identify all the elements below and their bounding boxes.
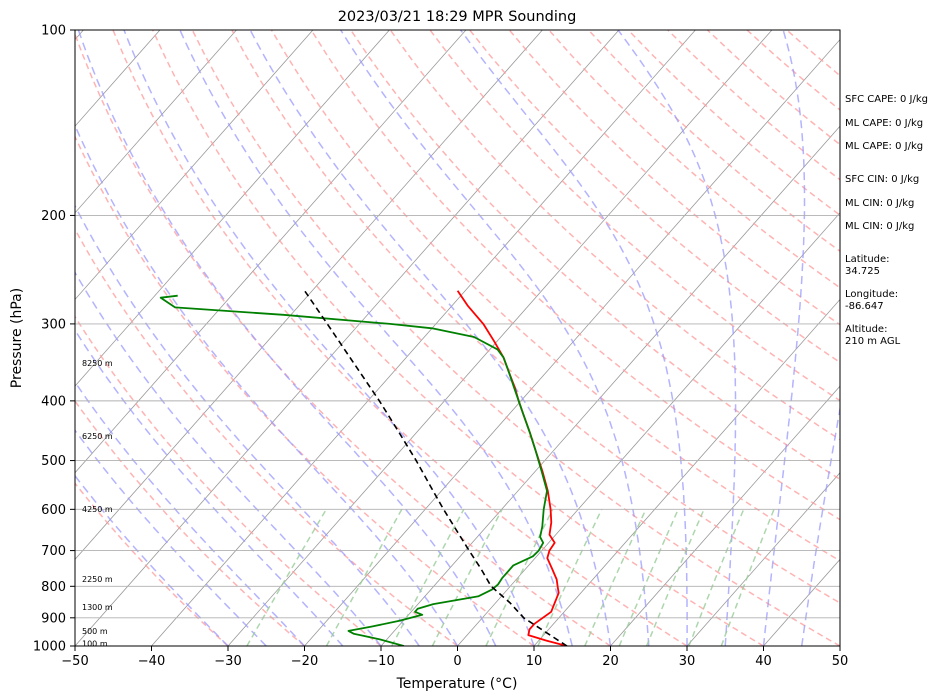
ml-cape-text-2: ML CAPE: 0 J/kg [845, 141, 923, 152]
x-axis-ticks: −50 −40 −30 −20 −10 0 10 20 30 40 50 [61, 646, 848, 669]
dry-adiabat-line [389, 30, 840, 441]
y-tick-label: 700 [41, 544, 66, 559]
dry-adiabat-line [75, 32, 611, 646]
ml-cin-text: ML CIN: 0 J/kg [845, 198, 914, 209]
y-tick-label: 800 [41, 580, 66, 595]
dry-adiabat-line [429, 30, 840, 402]
y-tick-label: 600 [41, 503, 66, 518]
moist-adiabat-line [75, 204, 420, 646]
sfc-cin-text: SFC CIN: 0 J/kg [845, 174, 919, 185]
isotherm-line [380, 125, 840, 646]
moist-adiabat-line [459, 30, 688, 646]
y-tick-label: 500 [41, 454, 66, 469]
chart-title: 2023/03/21 18:29 MPR Sounding [338, 9, 577, 25]
altitude-label: Altitude: [845, 324, 887, 335]
height-label: 2250 m [82, 575, 113, 584]
mixing-ratio-line [485, 508, 554, 646]
moist-adiabat-line [75, 328, 344, 646]
x-tick-label: −10 [367, 654, 394, 669]
dry-adiabat-line [75, 399, 305, 646]
height-label: 500 m [82, 627, 108, 636]
dry-adiabat-line [112, 30, 688, 646]
isotherm-line [75, 30, 314, 301]
ml-cin-text-2: ML CIN: 0 J/kg [845, 221, 914, 232]
isotherm-line [227, 30, 773, 646]
longitude-value: -86.647 [845, 301, 884, 312]
moist-adiabat-line [123, 30, 535, 646]
height-labels: 100 m 500 m 1300 m 2250 m 4250 m 6250 m 8250 m [82, 359, 113, 648]
height-label: 6250 m [82, 432, 113, 441]
x-tick-label: −20 [291, 654, 318, 669]
isotherm-line [610, 385, 840, 646]
dry-adiabat-line [75, 227, 458, 646]
isotherm-line [75, 30, 543, 560]
mixing-ratio-line [246, 508, 327, 646]
y-tick-label: 400 [41, 394, 66, 409]
altitude-value: 210 m AGL [845, 336, 901, 347]
sfc-cape-text: SFC CAPE: 0 J/kg [845, 94, 928, 105]
x-tick-label: 20 [602, 654, 619, 669]
moist-adiabat-line [77, 30, 497, 646]
isotherm-line [533, 298, 840, 646]
sounding-profiles [159, 290, 568, 646]
dry-adiabat-line [152, 30, 764, 646]
moist-adiabat-line [617, 30, 737, 646]
x-axis-label: Temperature (°C) [396, 676, 518, 692]
dewpoint-line [159, 294, 548, 646]
height-label: 1300 m [82, 603, 113, 612]
mixing-ratio-line [391, 508, 465, 646]
height-label: 100 m [82, 639, 108, 648]
height-label: 8250 m [82, 359, 113, 368]
x-tick-label: 10 [526, 654, 543, 669]
dry-adiabat-line [191, 30, 840, 646]
dry-adiabat-line [469, 30, 840, 364]
dry-adiabat-line [270, 30, 840, 562]
y-tick-label: 100 [41, 24, 66, 39]
latitude-label: Latitude: [845, 254, 890, 265]
y-axis-ticks: 1000 900 800 700 600 500 400 300 200 100 [33, 24, 75, 655]
height-label: 4250 m [82, 505, 113, 514]
x-tick-label: 0 [453, 654, 461, 669]
isotherm-line [75, 30, 620, 646]
x-tick-label: 50 [832, 654, 849, 669]
x-tick-label: 40 [755, 654, 772, 669]
x-tick-label: −40 [138, 654, 165, 669]
dry-adiabat-line [75, 134, 535, 646]
moist-adiabat-line [75, 270, 382, 646]
longitude-label: Longitude: [845, 289, 898, 300]
mixing-ratio-line [431, 508, 503, 646]
isotherm-line [304, 38, 840, 646]
isotherm-line [75, 30, 390, 387]
x-tick-label: −30 [214, 654, 241, 669]
isotherm-line [151, 30, 696, 646]
moist-adiabat-line [801, 404, 840, 646]
moist-adiabat-line [179, 30, 574, 646]
y-tick-label: 1000 [33, 640, 66, 655]
isotherm-line [75, 30, 237, 214]
isotherm-line [75, 30, 467, 474]
mixing-ratio-line [325, 508, 403, 646]
dry-adiabat-line [310, 30, 840, 521]
moist-adiabat-line [249, 30, 612, 646]
sounding-info-panel: SFC CAPE: 0 J/kg ML CAPE: 0 J/kg ML CAPE… [845, 94, 928, 347]
ml-cape-text: ML CAPE: 0 J/kg [845, 118, 923, 129]
background-lines [75, 30, 840, 646]
parcel_profile-line [303, 290, 568, 646]
moist-adiabat-line [340, 30, 650, 646]
dry-adiabat-line [350, 30, 840, 481]
y-tick-label: 900 [41, 611, 66, 626]
moist-adiabat-line [762, 30, 806, 646]
dry-adiabat-line [231, 30, 840, 604]
isotherm-line [457, 212, 840, 646]
y-tick-label: 300 [41, 317, 66, 332]
isotherm-line [686, 472, 840, 646]
dry-adiabat-line [75, 482, 229, 646]
y-tick-label: 200 [41, 209, 66, 224]
x-tick-label: −50 [61, 654, 88, 669]
x-tick-label: 30 [679, 654, 696, 669]
latitude-value: 34.725 [845, 266, 880, 277]
y-axis-label: Pressure (hPa) [9, 288, 25, 388]
